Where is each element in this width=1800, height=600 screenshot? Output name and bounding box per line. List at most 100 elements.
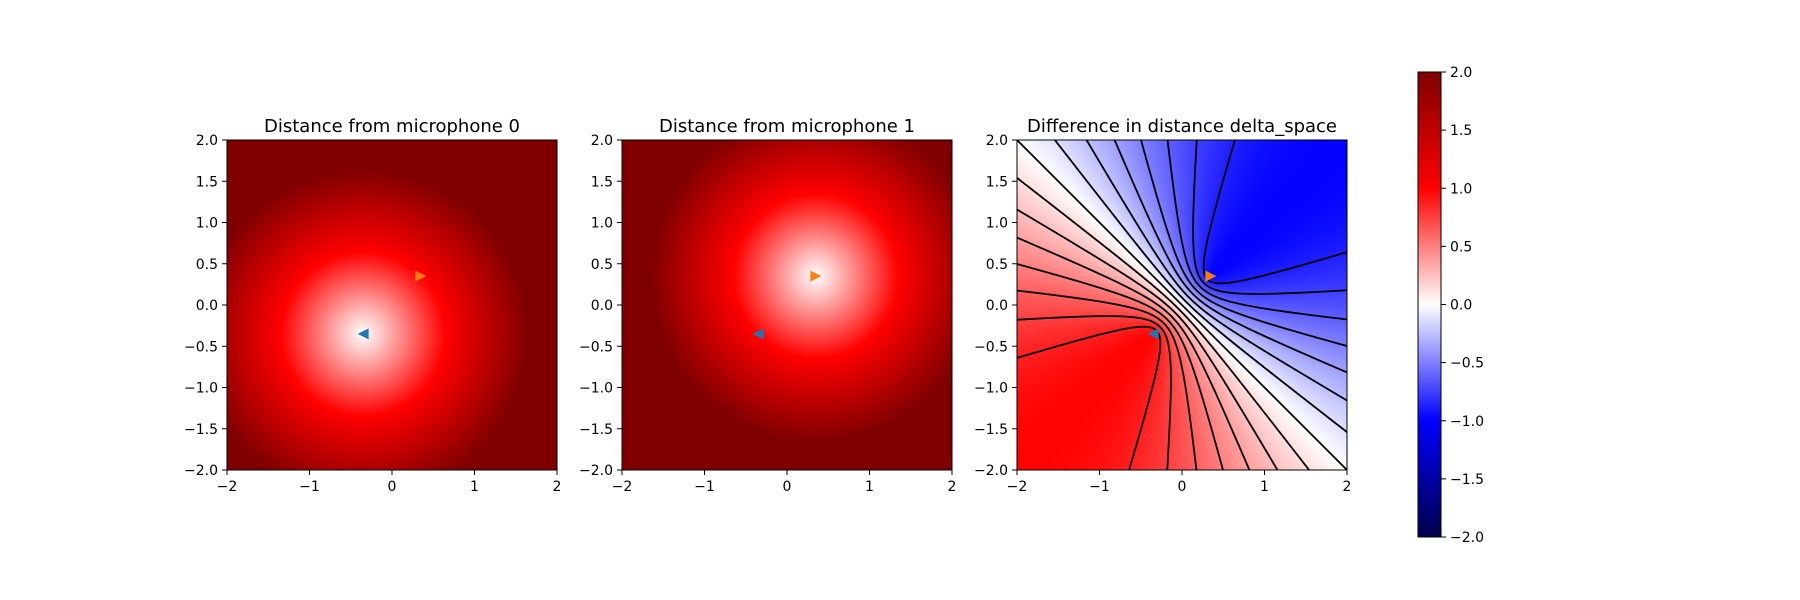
y-tick-label-0-1: −1.5 — [184, 422, 218, 438]
x-tick-label-2-3: 1 — [1260, 479, 1269, 495]
colorbar-tick-label-1: 1.5 — [1450, 123, 1472, 139]
y-tick-0-1: −1.5 — [184, 422, 227, 438]
colorbar-tick-2: 1.0 — [1441, 181, 1472, 197]
y-tick-0-2: −1.0 — [184, 381, 227, 397]
y-tick-label-2-4: 0.0 — [986, 298, 1008, 314]
x-tick-label-2-2: 0 — [1178, 479, 1187, 495]
heatmap-image-0 — [227, 140, 557, 470]
x-tick-label-1-0: −2 — [612, 479, 633, 495]
y-tick-2-3: −0.5 — [974, 339, 1017, 355]
y-tick-label-2-2: −1.0 — [974, 381, 1008, 397]
y-tick-1-0: −2.0 — [579, 463, 622, 479]
x-tick-label-2-4: 2 — [1343, 479, 1352, 495]
x-tick-label-1-1: −1 — [694, 479, 715, 495]
plot-panel-1: Distance from microphone 1 −2 −1 0 1 2 −… — [579, 116, 956, 495]
y-tick-2-2: −1.0 — [974, 381, 1017, 397]
contour-line-2-3 — [1140, 140, 1347, 347]
y-tick-1-4: 0.0 — [591, 298, 622, 314]
x-tick-label-2-0: −2 — [1007, 479, 1028, 495]
x-tick-label-1-3: 1 — [865, 479, 874, 495]
y-tick-label-1-8: 2.0 — [591, 133, 613, 149]
y-tick-label-0-6: 1.0 — [196, 216, 218, 232]
contour-line-2-2 — [1113, 140, 1347, 374]
x-tick-label-2-1: −1 — [1089, 479, 1110, 495]
colorbar-tick-label-5: −0.5 — [1450, 356, 1484, 372]
y-tick-0-5: 0.5 — [196, 257, 227, 273]
y-tick-2-0: −2.0 — [974, 463, 1017, 479]
y-tick-2-6: 1.0 — [986, 216, 1017, 232]
x-tick-label-0-2: 0 — [388, 479, 397, 495]
colorbar-tick-6: −1.0 — [1441, 414, 1484, 430]
y-tick-label-2-0: −2.0 — [974, 463, 1008, 479]
x-tick-2-2: 0 — [1178, 470, 1187, 495]
y-tick-2-8: 2.0 — [986, 133, 1017, 149]
y-tick-label-2-5: 0.5 — [986, 257, 1008, 273]
x-tick-1-3: 1 — [865, 470, 874, 495]
x-axis-1: −2 −1 0 1 2 — [612, 470, 957, 495]
colorbar-gradient — [1418, 72, 1441, 537]
colorbar-tick-5: −0.5 — [1441, 356, 1484, 372]
panel-title-1: Distance from microphone 1 — [659, 116, 915, 137]
marker-layer-2 — [1147, 270, 1217, 340]
x-tick-2-0: −2 — [1007, 470, 1028, 495]
marker-layer-0 — [357, 270, 427, 340]
marker-0-1 — [415, 270, 427, 282]
y-tick-label-0-8: 2.0 — [196, 133, 218, 149]
y-tick-label-2-7: 1.5 — [986, 174, 1008, 190]
x-axis-0: −2 −1 0 1 2 — [217, 470, 562, 495]
x-tick-2-4: 2 — [1343, 470, 1352, 495]
x-tick-label-1-2: 0 — [783, 479, 792, 495]
colorbar-tick-label-8: −2.0 — [1450, 530, 1484, 546]
y-axis-1: −2.0 −1.5 −1.0 −0.5 0.0 0.5 1.0 1.5 2.0 — [579, 133, 622, 479]
y-tick-2-4: 0.0 — [986, 298, 1017, 314]
y-tick-label-0-0: −2.0 — [184, 463, 218, 479]
marker-1-0 — [752, 328, 764, 340]
contour-line-2-8 — [1017, 177, 1310, 470]
x-tick-1-0: −2 — [612, 470, 633, 495]
y-tick-2-7: 1.5 — [986, 174, 1017, 190]
y-tick-label-1-1: −1.5 — [579, 422, 613, 438]
y-tick-1-7: 1.5 — [591, 174, 622, 190]
contour-line-2-13 — [1017, 315, 1172, 470]
colorbar-tick-8: −2.0 — [1441, 530, 1484, 546]
x-tick-2-1: −1 — [1089, 470, 1110, 495]
y-tick-1-5: 0.5 — [591, 257, 622, 273]
y-tick-2-5: 0.5 — [986, 257, 1017, 273]
x-tick-1-1: −1 — [694, 470, 715, 495]
contour-line-2-14 — [1017, 325, 1162, 470]
colorbar-tick-label-6: −1.0 — [1450, 414, 1484, 430]
y-tick-label-1-3: −0.5 — [579, 339, 613, 355]
y-tick-label-2-6: 1.0 — [986, 216, 1008, 232]
colorbar-tick-0: 2.0 — [1441, 65, 1472, 81]
y-axis-2: −2.0 −1.5 −1.0 −0.5 0.0 0.5 1.0 1.5 2.0 — [974, 133, 1017, 479]
x-tick-label-0-4: 2 — [553, 479, 562, 495]
plot-panel-2: Difference in distance delta_space −2 −1… — [974, 116, 1351, 495]
x-tick-0-1: −1 — [299, 470, 320, 495]
x-tick-label-0-3: 1 — [470, 479, 479, 495]
x-tick-0-0: −2 — [217, 470, 237, 495]
x-tick-label-0-1: −1 — [299, 479, 320, 495]
contour-line-2-5 — [1192, 140, 1347, 295]
plot-panel-0: Distance from microphone 0 −2 −1 0 1 2 −… — [184, 116, 561, 495]
y-tick-label-1-5: 0.5 — [591, 257, 613, 273]
heatmap-image-1 — [622, 140, 952, 470]
x-tick-0-3: 1 — [470, 470, 479, 495]
colorbar-tick-label-4: 0.0 — [1450, 298, 1472, 314]
colorbar-tick-1: 1.5 — [1441, 123, 1472, 139]
colorbar-tick-label-2: 1.0 — [1450, 181, 1472, 197]
y-tick-1-3: −0.5 — [579, 339, 622, 355]
y-tick-0-8: 2.0 — [196, 133, 227, 149]
y-tick-0-0: −2.0 — [184, 463, 227, 479]
y-tick-label-2-3: −0.5 — [974, 339, 1008, 355]
contour-line-2-6 — [1202, 140, 1347, 285]
panel-title-2: Difference in distance delta_space — [1027, 116, 1337, 137]
x-tick-label-1-4: 2 — [948, 479, 957, 495]
contour-line-2-10 — [1017, 236, 1251, 470]
x-tick-2-3: 1 — [1260, 470, 1269, 495]
y-tick-label-1-4: 0.0 — [591, 298, 613, 314]
y-tick-label-0-2: −1.0 — [184, 381, 218, 397]
contour-line-2-12 — [1017, 289, 1198, 470]
contour-line-2-4 — [1166, 140, 1347, 321]
y-tick-label-1-0: −2.0 — [579, 463, 613, 479]
